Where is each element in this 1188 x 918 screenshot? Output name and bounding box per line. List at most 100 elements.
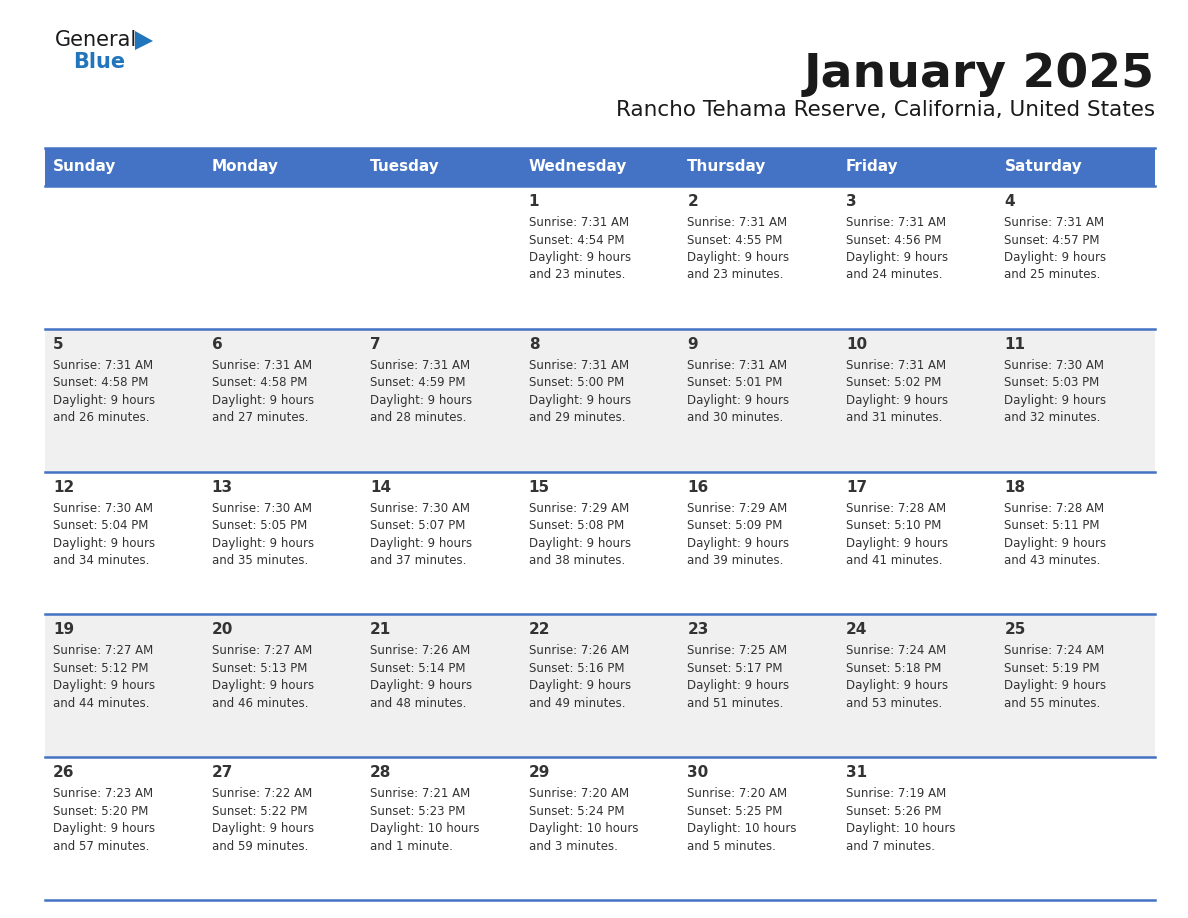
Text: 10: 10 bbox=[846, 337, 867, 352]
Text: Saturday: Saturday bbox=[1004, 160, 1082, 174]
Text: 20: 20 bbox=[211, 622, 233, 637]
Bar bbox=[838, 329, 997, 472]
Text: Sunrise: 7:31 AM
Sunset: 4:54 PM
Daylight: 9 hours
and 23 minutes.: Sunrise: 7:31 AM Sunset: 4:54 PM Dayligh… bbox=[529, 216, 631, 282]
Text: Sunrise: 7:31 AM
Sunset: 4:58 PM
Daylight: 9 hours
and 26 minutes.: Sunrise: 7:31 AM Sunset: 4:58 PM Dayligh… bbox=[53, 359, 156, 424]
Text: 22: 22 bbox=[529, 622, 550, 637]
Text: 17: 17 bbox=[846, 479, 867, 495]
Bar bbox=[362, 614, 520, 757]
Text: 12: 12 bbox=[53, 479, 74, 495]
Text: Thursday: Thursday bbox=[688, 160, 766, 174]
Text: Sunrise: 7:30 AM
Sunset: 5:04 PM
Daylight: 9 hours
and 34 minutes.: Sunrise: 7:30 AM Sunset: 5:04 PM Dayligh… bbox=[53, 501, 156, 567]
Bar bbox=[203, 186, 362, 329]
Bar bbox=[203, 472, 362, 614]
Bar bbox=[838, 186, 997, 329]
Bar bbox=[362, 472, 520, 614]
Text: Blue: Blue bbox=[72, 52, 125, 72]
Bar bbox=[45, 757, 203, 900]
Bar bbox=[520, 148, 680, 186]
Text: Sunrise: 7:20 AM
Sunset: 5:25 PM
Daylight: 10 hours
and 5 minutes.: Sunrise: 7:20 AM Sunset: 5:25 PM Dayligh… bbox=[688, 788, 797, 853]
Text: 8: 8 bbox=[529, 337, 539, 352]
Bar bbox=[362, 329, 520, 472]
Text: 28: 28 bbox=[371, 766, 392, 780]
Bar bbox=[45, 472, 203, 614]
Bar bbox=[838, 757, 997, 900]
Text: 14: 14 bbox=[371, 479, 391, 495]
Text: Sunrise: 7:30 AM
Sunset: 5:03 PM
Daylight: 9 hours
and 32 minutes.: Sunrise: 7:30 AM Sunset: 5:03 PM Dayligh… bbox=[1004, 359, 1106, 424]
Text: Friday: Friday bbox=[846, 160, 898, 174]
Text: 29: 29 bbox=[529, 766, 550, 780]
Text: Sunrise: 7:23 AM
Sunset: 5:20 PM
Daylight: 9 hours
and 57 minutes.: Sunrise: 7:23 AM Sunset: 5:20 PM Dayligh… bbox=[53, 788, 156, 853]
Text: 24: 24 bbox=[846, 622, 867, 637]
Text: January 2025: January 2025 bbox=[804, 52, 1155, 97]
Text: Sunrise: 7:30 AM
Sunset: 5:07 PM
Daylight: 9 hours
and 37 minutes.: Sunrise: 7:30 AM Sunset: 5:07 PM Dayligh… bbox=[371, 501, 473, 567]
Text: Sunrise: 7:31 AM
Sunset: 5:02 PM
Daylight: 9 hours
and 31 minutes.: Sunrise: 7:31 AM Sunset: 5:02 PM Dayligh… bbox=[846, 359, 948, 424]
Bar bbox=[997, 614, 1155, 757]
Text: 1: 1 bbox=[529, 194, 539, 209]
Text: Sunrise: 7:24 AM
Sunset: 5:19 PM
Daylight: 9 hours
and 55 minutes.: Sunrise: 7:24 AM Sunset: 5:19 PM Dayligh… bbox=[1004, 644, 1106, 710]
Text: Sunrise: 7:25 AM
Sunset: 5:17 PM
Daylight: 9 hours
and 51 minutes.: Sunrise: 7:25 AM Sunset: 5:17 PM Dayligh… bbox=[688, 644, 789, 710]
Bar bbox=[362, 757, 520, 900]
Bar bbox=[45, 186, 203, 329]
Text: Sunrise: 7:31 AM
Sunset: 4:57 PM
Daylight: 9 hours
and 25 minutes.: Sunrise: 7:31 AM Sunset: 4:57 PM Dayligh… bbox=[1004, 216, 1106, 282]
Text: 19: 19 bbox=[53, 622, 74, 637]
Bar bbox=[997, 148, 1155, 186]
Text: Sunrise: 7:30 AM
Sunset: 5:05 PM
Daylight: 9 hours
and 35 minutes.: Sunrise: 7:30 AM Sunset: 5:05 PM Dayligh… bbox=[211, 501, 314, 567]
Bar bbox=[680, 472, 838, 614]
Text: 7: 7 bbox=[371, 337, 381, 352]
Bar bbox=[45, 148, 203, 186]
Bar bbox=[997, 329, 1155, 472]
Text: Sunrise: 7:24 AM
Sunset: 5:18 PM
Daylight: 9 hours
and 53 minutes.: Sunrise: 7:24 AM Sunset: 5:18 PM Dayligh… bbox=[846, 644, 948, 710]
Text: Sunrise: 7:29 AM
Sunset: 5:09 PM
Daylight: 9 hours
and 39 minutes.: Sunrise: 7:29 AM Sunset: 5:09 PM Dayligh… bbox=[688, 501, 789, 567]
Bar bbox=[680, 186, 838, 329]
Text: 18: 18 bbox=[1004, 479, 1025, 495]
Text: Sunrise: 7:31 AM
Sunset: 4:58 PM
Daylight: 9 hours
and 27 minutes.: Sunrise: 7:31 AM Sunset: 4:58 PM Dayligh… bbox=[211, 359, 314, 424]
Bar bbox=[520, 186, 680, 329]
Bar bbox=[520, 329, 680, 472]
Text: Sunrise: 7:31 AM
Sunset: 5:01 PM
Daylight: 9 hours
and 30 minutes.: Sunrise: 7:31 AM Sunset: 5:01 PM Dayligh… bbox=[688, 359, 789, 424]
Text: Sunrise: 7:31 AM
Sunset: 4:56 PM
Daylight: 9 hours
and 24 minutes.: Sunrise: 7:31 AM Sunset: 4:56 PM Dayligh… bbox=[846, 216, 948, 282]
Text: Sunrise: 7:31 AM
Sunset: 4:59 PM
Daylight: 9 hours
and 28 minutes.: Sunrise: 7:31 AM Sunset: 4:59 PM Dayligh… bbox=[371, 359, 473, 424]
Text: Sunrise: 7:27 AM
Sunset: 5:12 PM
Daylight: 9 hours
and 44 minutes.: Sunrise: 7:27 AM Sunset: 5:12 PM Dayligh… bbox=[53, 644, 156, 710]
Text: 21: 21 bbox=[371, 622, 391, 637]
Text: Rancho Tehama Reserve, California, United States: Rancho Tehama Reserve, California, Unite… bbox=[615, 100, 1155, 120]
Text: Sunrise: 7:20 AM
Sunset: 5:24 PM
Daylight: 10 hours
and 3 minutes.: Sunrise: 7:20 AM Sunset: 5:24 PM Dayligh… bbox=[529, 788, 638, 853]
Bar bbox=[203, 329, 362, 472]
Bar bbox=[838, 148, 997, 186]
Bar bbox=[203, 148, 362, 186]
Text: Sunrise: 7:28 AM
Sunset: 5:11 PM
Daylight: 9 hours
and 43 minutes.: Sunrise: 7:28 AM Sunset: 5:11 PM Dayligh… bbox=[1004, 501, 1106, 567]
Bar bbox=[838, 614, 997, 757]
Text: Tuesday: Tuesday bbox=[371, 160, 440, 174]
Bar bbox=[203, 757, 362, 900]
Bar bbox=[362, 186, 520, 329]
Bar bbox=[680, 614, 838, 757]
Text: 31: 31 bbox=[846, 766, 867, 780]
Text: 23: 23 bbox=[688, 622, 709, 637]
Bar bbox=[680, 329, 838, 472]
Text: Sunday: Sunday bbox=[53, 160, 116, 174]
Text: Wednesday: Wednesday bbox=[529, 160, 627, 174]
Text: 5: 5 bbox=[53, 337, 64, 352]
Text: Sunrise: 7:27 AM
Sunset: 5:13 PM
Daylight: 9 hours
and 46 minutes.: Sunrise: 7:27 AM Sunset: 5:13 PM Dayligh… bbox=[211, 644, 314, 710]
Text: Sunrise: 7:26 AM
Sunset: 5:14 PM
Daylight: 9 hours
and 48 minutes.: Sunrise: 7:26 AM Sunset: 5:14 PM Dayligh… bbox=[371, 644, 473, 710]
Text: Monday: Monday bbox=[211, 160, 278, 174]
Text: Sunrise: 7:22 AM
Sunset: 5:22 PM
Daylight: 9 hours
and 59 minutes.: Sunrise: 7:22 AM Sunset: 5:22 PM Dayligh… bbox=[211, 788, 314, 853]
Text: Sunrise: 7:29 AM
Sunset: 5:08 PM
Daylight: 9 hours
and 38 minutes.: Sunrise: 7:29 AM Sunset: 5:08 PM Dayligh… bbox=[529, 501, 631, 567]
Text: Sunrise: 7:26 AM
Sunset: 5:16 PM
Daylight: 9 hours
and 49 minutes.: Sunrise: 7:26 AM Sunset: 5:16 PM Dayligh… bbox=[529, 644, 631, 710]
Bar bbox=[203, 614, 362, 757]
Text: 25: 25 bbox=[1004, 622, 1025, 637]
Text: General: General bbox=[55, 30, 138, 50]
Text: 26: 26 bbox=[53, 766, 75, 780]
Text: 27: 27 bbox=[211, 766, 233, 780]
Bar bbox=[45, 329, 203, 472]
Text: 13: 13 bbox=[211, 479, 233, 495]
Bar bbox=[362, 148, 520, 186]
Text: Sunrise: 7:19 AM
Sunset: 5:26 PM
Daylight: 10 hours
and 7 minutes.: Sunrise: 7:19 AM Sunset: 5:26 PM Dayligh… bbox=[846, 788, 955, 853]
Text: 16: 16 bbox=[688, 479, 708, 495]
Text: Sunrise: 7:21 AM
Sunset: 5:23 PM
Daylight: 10 hours
and 1 minute.: Sunrise: 7:21 AM Sunset: 5:23 PM Dayligh… bbox=[371, 788, 480, 853]
Text: 30: 30 bbox=[688, 766, 708, 780]
Bar bbox=[45, 614, 203, 757]
Polygon shape bbox=[135, 31, 153, 50]
Text: 2: 2 bbox=[688, 194, 699, 209]
Text: Sunrise: 7:31 AM
Sunset: 5:00 PM
Daylight: 9 hours
and 29 minutes.: Sunrise: 7:31 AM Sunset: 5:00 PM Dayligh… bbox=[529, 359, 631, 424]
Text: 6: 6 bbox=[211, 337, 222, 352]
